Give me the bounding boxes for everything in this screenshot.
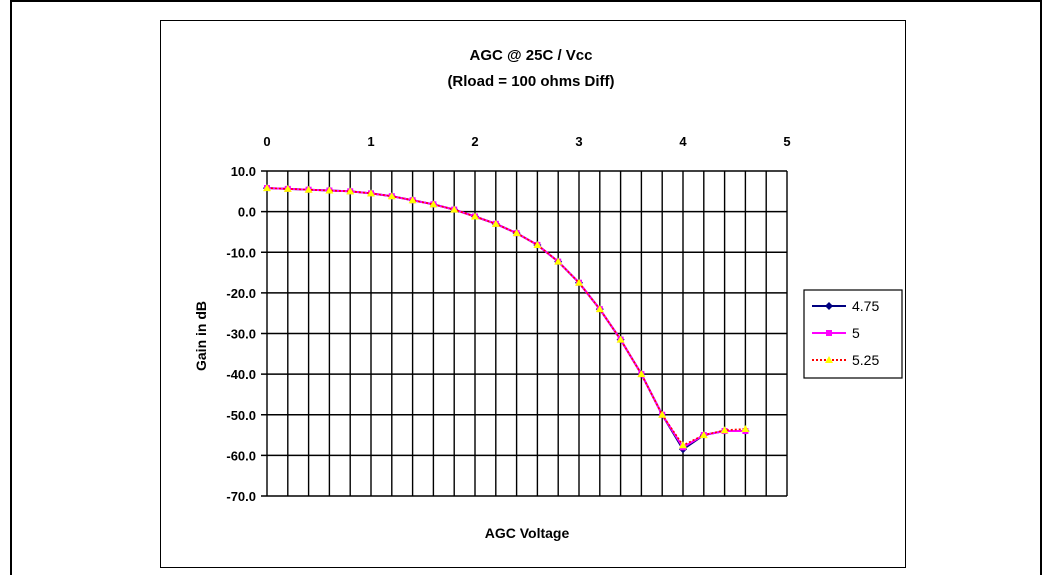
data-point bbox=[616, 335, 625, 343]
y-tick-label: -60.0 bbox=[226, 448, 256, 463]
data-point bbox=[429, 200, 438, 208]
data-point bbox=[512, 229, 521, 237]
y-tick-label: -10.0 bbox=[226, 245, 256, 260]
data-point bbox=[304, 185, 313, 193]
y-tick-label: -50.0 bbox=[226, 408, 256, 423]
data-point bbox=[325, 186, 334, 194]
data-point bbox=[741, 424, 750, 432]
data-point bbox=[471, 212, 479, 220]
y-tick-label: -70.0 bbox=[226, 489, 256, 504]
x-tick-label: 0 bbox=[263, 134, 270, 149]
x-tick-label: 4 bbox=[679, 134, 687, 149]
series-5.25 bbox=[263, 184, 750, 449]
data-point bbox=[533, 240, 542, 248]
legend-marker bbox=[825, 356, 833, 363]
data-point bbox=[387, 192, 396, 200]
x-tick-label: 1 bbox=[367, 134, 374, 149]
y-tick-label: -30.0 bbox=[226, 327, 256, 342]
data-point bbox=[699, 431, 708, 439]
data-point bbox=[658, 410, 667, 418]
y-tick-label: -20.0 bbox=[226, 286, 256, 301]
data-point bbox=[408, 196, 417, 204]
chart-frame bbox=[160, 20, 906, 568]
data-point bbox=[637, 370, 646, 378]
chart-title: AGC @ 25C / Vcc bbox=[469, 47, 592, 64]
x-axis-title: AGC Voltage bbox=[485, 525, 570, 541]
legend-label: 5 bbox=[852, 325, 860, 341]
outer-frame bbox=[10, 0, 1042, 575]
plot-grid bbox=[261, 170, 788, 497]
data-point bbox=[367, 189, 375, 197]
data-point bbox=[346, 187, 355, 195]
legend: 4.75 5 5.25 bbox=[803, 289, 903, 379]
legend-label: 4.75 bbox=[852, 298, 879, 314]
data-point bbox=[575, 278, 583, 286]
x-tick-label: 5 bbox=[783, 134, 790, 149]
x-tick-label: 3 bbox=[575, 134, 582, 149]
data-point bbox=[491, 219, 500, 227]
y-axis-title: Gain in dB bbox=[193, 301, 209, 371]
y-tick-label: -40.0 bbox=[226, 367, 256, 382]
x-tick-label: 2 bbox=[471, 134, 478, 149]
series-5 bbox=[264, 185, 749, 451]
legend-marker bbox=[825, 302, 833, 310]
data-point bbox=[595, 305, 604, 313]
data-point bbox=[450, 205, 459, 213]
y-tick-label: 0.0 bbox=[238, 205, 256, 220]
legend-marker bbox=[826, 330, 832, 336]
series-line-4.75 bbox=[266, 187, 746, 451]
legend-label: 5.25 bbox=[852, 352, 879, 368]
series-layer bbox=[263, 184, 750, 454]
data-point bbox=[679, 441, 687, 449]
data-point bbox=[283, 184, 292, 192]
chart-subtitle: (Rload = 100 ohms Diff) bbox=[447, 73, 614, 90]
data-point bbox=[720, 426, 729, 434]
y-tick-label: 10.0 bbox=[231, 164, 256, 179]
data-point bbox=[263, 184, 271, 192]
x-tick-labels: 0 1 2 3 4 5 bbox=[263, 134, 790, 149]
series-line-5 bbox=[266, 187, 746, 449]
series-4.75 bbox=[263, 184, 750, 454]
y-tick-labels: 10.0 0.0 -10.0 -20.0 -30.0 -40.0 -50.0 -60.0 -70… bbox=[226, 164, 256, 504]
series-line-5.25 bbox=[266, 187, 746, 447]
data-point bbox=[554, 257, 563, 265]
